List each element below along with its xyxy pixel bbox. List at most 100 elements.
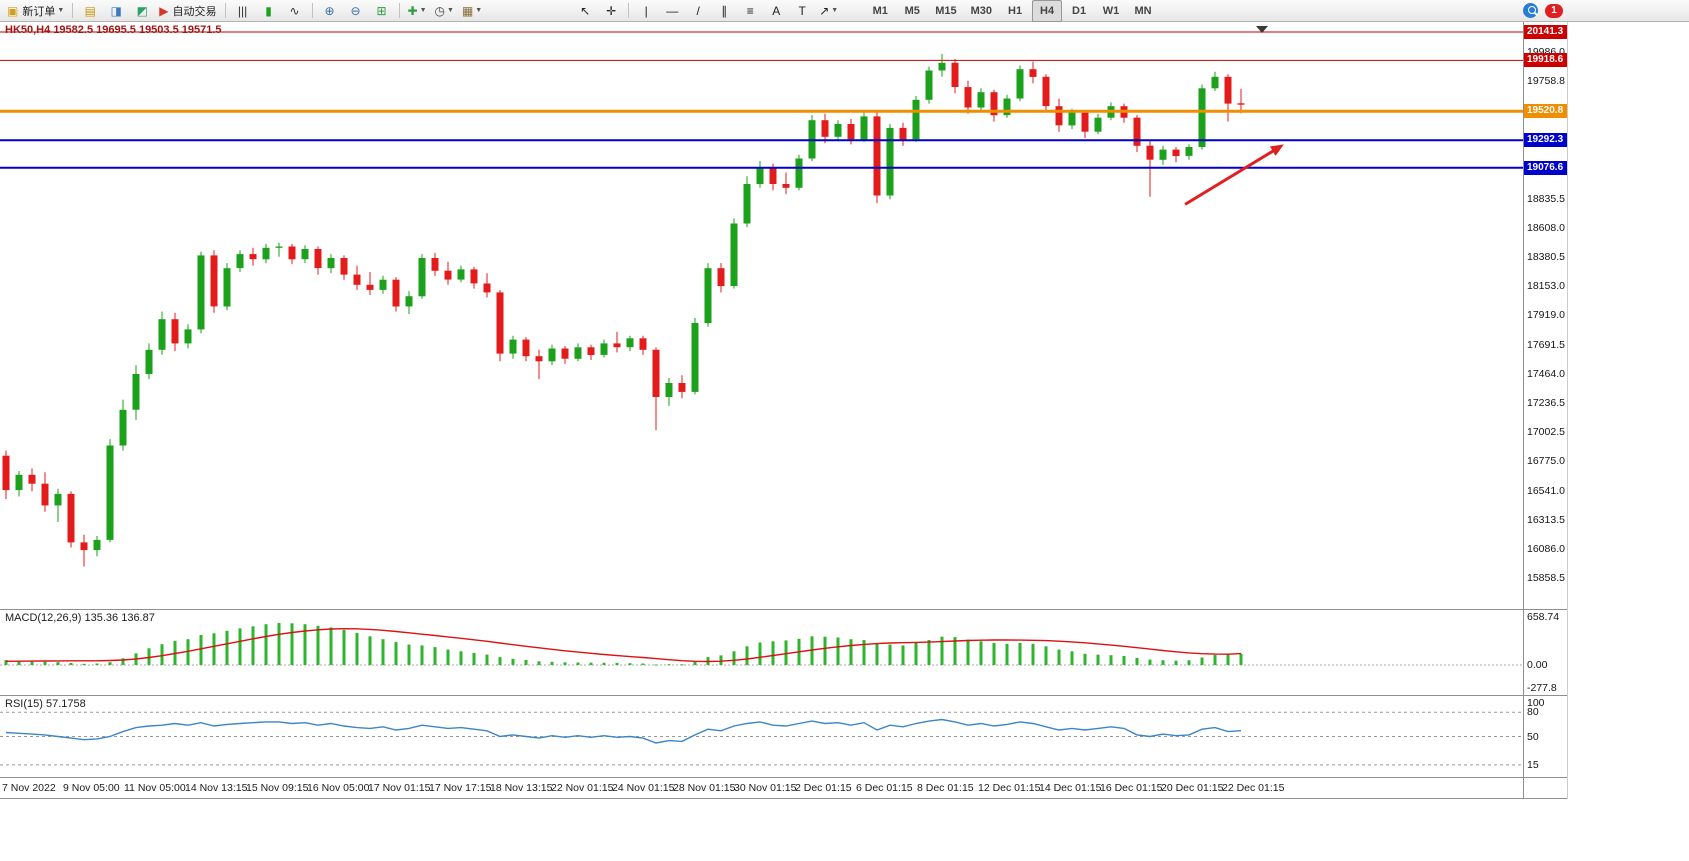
price-axis[interactable]: 19986.0 19758.8 18835.5 18608.0 18380.5 18153… [1524,22,1567,609]
arrows-icon[interactable]: ↗ ▼ [816,1,841,21]
indicators-icon[interactable]: ✚ ▼ [405,1,430,21]
rsi-value: 57.1758 [45,698,86,710]
rsi-chart[interactable] [0,696,1523,777]
toolbar-gap [486,10,572,11]
candle-body [1133,117,1141,146]
crosshair-icon[interactable]: ✛ [599,1,623,21]
candle-body [1198,88,1206,147]
navigator-icon: ◨ [110,3,122,18]
periods-icon[interactable]: ◷ ▼ [432,1,457,21]
candle-body [132,374,140,410]
new-order-button[interactable]: ▣ 新订单 ▼ [4,1,67,21]
cursor-icon: ↖ [580,3,591,18]
candlestick-chart[interactable] [0,22,1523,609]
candle-body [717,268,725,287]
panel-splitter[interactable] [0,609,1567,610]
macd-bar [355,632,359,665]
time-axis[interactable]: 7 Nov 2022 9 Nov 05:00 11 Nov 05:00 14 Nov … [0,778,1567,798]
rsi-panel[interactable]: RSI(15) 57.1758 100 80 50 15 [0,696,1567,777]
chart-shift-marker[interactable] [1256,26,1268,33]
macd-bar [1031,643,1035,666]
rsi-title: RSI(15) [5,698,43,710]
macd-bar [4,660,8,665]
macd-bar [251,626,255,666]
candle-body [28,474,36,484]
horizontal-line-icon[interactable]: — [660,1,684,21]
timeframe-button-m30[interactable]: M30 [970,4,993,17]
time-label: 6 Dec 01:15 [856,782,913,794]
candle-body [418,258,426,297]
timeframe-button-mn[interactable]: MN [1134,4,1152,17]
ohlc-values: 19582.5 19695.5 19503.5 19571.5 [53,24,222,36]
time-label: 17 Nov 01:15 [368,782,431,794]
candlestick-chart-icon[interactable]: ▮ [257,1,281,21]
label-icon: T [798,3,806,18]
time-label: 20 Dec 01:15 [1161,782,1224,794]
trendline-icon[interactable]: / [686,1,710,21]
zoom-in-icon: ⊕ [324,3,335,18]
price-tick: 19758.8 [1527,74,1565,87]
channel-icon[interactable]: ∥ [712,1,736,21]
panel-splitter[interactable] [0,777,1567,778]
candle-body [379,279,387,290]
timeframe-button-m1[interactable]: M1 [872,4,888,17]
macd-bar [69,662,73,665]
navigator-icon[interactable]: ◨ [104,1,128,21]
candle-body [392,279,400,307]
candle-body [1172,149,1180,156]
fibonacci-icon[interactable]: ≡ [738,1,762,21]
timeframe-button-h1[interactable]: H1 [1008,4,1023,17]
terminal-icon: ◩ [136,3,148,18]
candle-body [483,283,491,293]
time-label: 18 Nov 13:15 [490,782,553,794]
candle-body [54,493,62,506]
vertical-line-icon[interactable]: | [634,1,658,21]
macd-bar [589,662,593,665]
candle-body [444,270,452,280]
label-icon[interactable]: T [790,1,814,21]
candle-body [171,319,179,344]
timeframe-button-w1[interactable]: W1 [1102,4,1120,17]
cursor-icon[interactable]: ↖ [573,1,597,21]
macd-bar [329,627,333,665]
price-tick: 18153.0 [1527,279,1565,292]
time-label: 22 Dec 01:15 [1222,782,1285,794]
candle-body [587,347,595,355]
search-icon[interactable] [1523,3,1538,18]
zoom-out-icon[interactable]: ⊖ [344,1,368,21]
tile-windows-icon[interactable]: ⊞ [370,1,394,21]
channel-icon: ∥ [721,3,728,18]
timeframe-button-m5[interactable]: M5 [904,4,920,17]
macd-bar [95,663,99,665]
arrow-annotation[interactable] [1184,147,1278,206]
candle-body [769,167,777,184]
candle-body [938,62,946,71]
macd-chart[interactable] [0,610,1523,695]
timeframe-button-d1[interactable]: D1 [1072,4,1087,17]
macd-bar [17,660,21,665]
macd-bar [186,639,190,665]
macd-panel[interactable]: MACD(12,26,9) 135.36 136.87 658.74 0.00 -2… [0,610,1567,695]
autotrade-button[interactable]: ▶ 自动交易 [156,1,219,21]
text-icon[interactable]: A [764,1,788,21]
timeframe-button-m15[interactable]: M15 [935,4,957,17]
market-watch-icon[interactable]: ▤ [78,1,102,21]
time-label: 16 Nov 05:00 [307,782,370,794]
terminal-icon[interactable]: ◩ [130,1,154,21]
rsi-axis-label: 80 [1527,706,1539,719]
bar-chart-icon[interactable]: ||| [231,1,255,21]
chart-panel[interactable]: HK50,H4 19582.5 19695.5 19503.5 19571.5 … [0,22,1567,609]
macd-bar [459,651,463,666]
candle-body [314,249,322,269]
candle-body [223,268,231,307]
macd-bar [550,661,554,665]
magnifier-glass [1527,5,1536,14]
macd-bar [849,639,853,665]
timeframe-button-h4[interactable]: H4 [1032,0,1063,22]
line-chart-icon[interactable]: ∿ [283,1,307,21]
templates-icon[interactable]: ▦ ▼ [459,1,485,21]
macd-bar [823,636,827,665]
panel-splitter[interactable] [0,695,1567,696]
zoom-in-icon[interactable]: ⊕ [318,1,342,21]
notification-badge[interactable]: 1 [1545,3,1563,18]
